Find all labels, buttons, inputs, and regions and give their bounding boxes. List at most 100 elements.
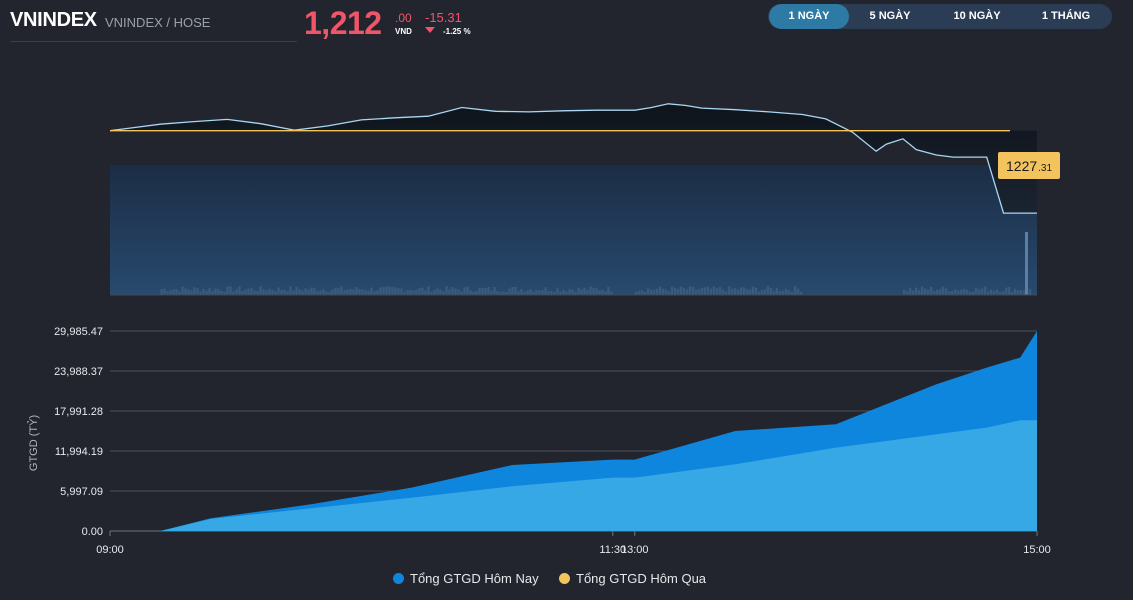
volume-bar bbox=[637, 290, 641, 295]
volume-bar bbox=[508, 288, 511, 295]
volume-bar bbox=[793, 286, 797, 295]
volume-bar bbox=[541, 290, 544, 295]
volume-bar bbox=[316, 291, 319, 295]
volume-bar bbox=[175, 289, 178, 295]
volume-bar bbox=[607, 286, 610, 295]
volume-bar bbox=[634, 291, 638, 295]
volume-bar bbox=[703, 287, 707, 295]
volume-bar bbox=[914, 287, 918, 295]
range-tab-1-month[interactable]: 1 THÁNG bbox=[1041, 10, 1091, 22]
legend-item-yesterday[interactable]: Tổng GTGD Hôm Qua bbox=[559, 571, 706, 586]
volume-bar bbox=[526, 290, 529, 295]
volume-bar bbox=[160, 289, 163, 295]
volume-bar bbox=[478, 287, 481, 295]
volume-bar bbox=[986, 291, 990, 295]
volume-bar bbox=[283, 289, 286, 295]
volume-bars bbox=[160, 232, 1032, 295]
volume-bar bbox=[730, 288, 734, 295]
volume-bar bbox=[304, 288, 307, 295]
volume-bar bbox=[382, 286, 385, 295]
volume-bar bbox=[902, 289, 906, 295]
volume-bar bbox=[1019, 289, 1023, 295]
volume-bar bbox=[385, 286, 388, 295]
reference-price-tag-text: 1227.31 bbox=[1006, 158, 1052, 174]
volume-bar bbox=[403, 291, 406, 295]
price-integer: 1,212 bbox=[304, 5, 382, 41]
volume-bar bbox=[301, 290, 304, 295]
price-line bbox=[109, 103, 1037, 214]
volume-bar bbox=[370, 287, 373, 295]
volume-bar bbox=[469, 290, 472, 295]
volume-bar bbox=[1007, 286, 1011, 295]
volume-bar bbox=[364, 290, 367, 295]
volume-bar bbox=[262, 289, 265, 295]
volume-bar bbox=[493, 287, 496, 295]
legend-label-today: Tổng GTGD Hôm Nay bbox=[410, 571, 539, 586]
volume-bar bbox=[400, 288, 403, 295]
volume-bar bbox=[355, 287, 358, 295]
reference-price-tag bbox=[998, 152, 1060, 179]
volume-bar bbox=[256, 291, 259, 295]
volume-bar bbox=[490, 290, 493, 295]
volume-bar bbox=[523, 291, 526, 295]
volume-bar bbox=[736, 289, 740, 295]
volume-bar bbox=[346, 289, 349, 295]
y-tick-label: 17,991.28 bbox=[54, 406, 103, 418]
volume-bar bbox=[947, 291, 951, 295]
volume-bar bbox=[592, 287, 595, 295]
symbol-title: VNINDEX bbox=[10, 9, 97, 31]
volume-bar bbox=[917, 290, 921, 295]
volume-bar bbox=[532, 291, 535, 295]
volume-bar bbox=[418, 287, 421, 295]
volume-bar bbox=[697, 289, 701, 295]
volume-bar bbox=[208, 288, 211, 295]
volume-bar bbox=[367, 290, 370, 295]
volume-bar bbox=[652, 289, 656, 295]
volume-bar bbox=[559, 291, 562, 295]
volume-bar bbox=[514, 286, 517, 295]
volume-bar bbox=[466, 286, 469, 295]
exchange-label: VNINDEX / HOSE bbox=[105, 15, 211, 30]
volume-bar bbox=[229, 286, 232, 295]
volume-bar bbox=[962, 288, 966, 295]
volume-bar bbox=[775, 287, 779, 295]
range-tab-10-days[interactable]: 10 NGÀY bbox=[953, 10, 1001, 22]
volume-bar bbox=[577, 287, 580, 295]
volume-bar bbox=[679, 286, 683, 295]
volume-bar bbox=[700, 287, 704, 295]
volume-bar bbox=[799, 291, 803, 295]
volume-bar bbox=[796, 288, 800, 295]
x-tick-label: 13:00 bbox=[621, 544, 649, 556]
volume-bar bbox=[658, 286, 662, 295]
volume-bar bbox=[244, 289, 247, 295]
volume-bar bbox=[601, 289, 604, 295]
y-tick-label: 0.00 bbox=[82, 526, 103, 538]
y-tick-label: 5,997.09 bbox=[60, 486, 103, 498]
volume-bar bbox=[673, 288, 677, 295]
volume-bar bbox=[1016, 290, 1020, 295]
legend-item-today[interactable]: Tổng GTGD Hôm Nay bbox=[393, 571, 539, 586]
volume-bar bbox=[1025, 232, 1028, 295]
volume-bar bbox=[959, 289, 963, 295]
volume-bar bbox=[463, 287, 466, 295]
volume-bar bbox=[724, 291, 728, 295]
volume-bar bbox=[298, 289, 301, 295]
range-tab-5-days[interactable]: 5 NGÀY bbox=[869, 10, 911, 22]
volume-bar bbox=[445, 286, 448, 295]
volume-bar bbox=[220, 290, 223, 295]
volume-bar bbox=[307, 289, 310, 295]
volume-bar bbox=[556, 288, 559, 295]
volume-bar bbox=[715, 288, 719, 295]
volume-bar bbox=[172, 289, 175, 295]
volume-bar bbox=[583, 287, 586, 295]
volume-bar bbox=[196, 288, 199, 295]
volume-bar bbox=[754, 287, 758, 295]
volume-bar bbox=[974, 287, 978, 295]
header: VNINDEX VNINDEX / HOSE 1,212 .00 VND -15… bbox=[0, 0, 1133, 50]
range-tab-1-day[interactable]: 1 NGÀY bbox=[769, 4, 849, 29]
volume-bar bbox=[487, 286, 490, 295]
volume-bar bbox=[923, 288, 927, 295]
volume-bar bbox=[685, 289, 689, 295]
volume-bar bbox=[580, 289, 583, 295]
volume-bar bbox=[211, 291, 214, 295]
